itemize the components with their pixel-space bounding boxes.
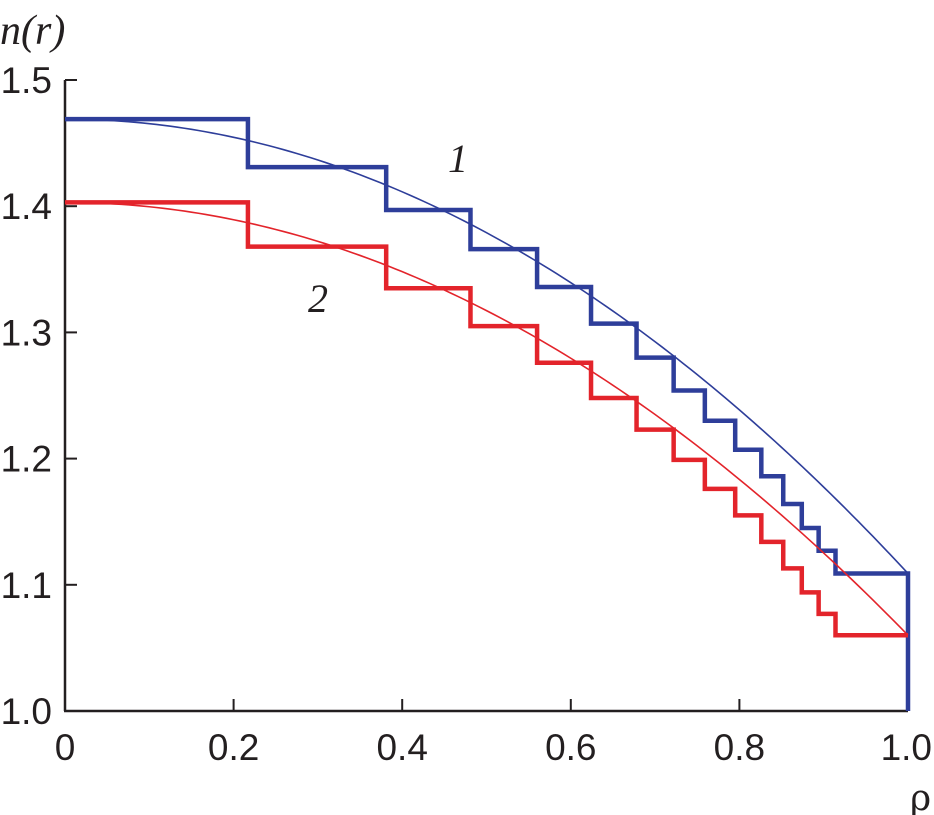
y-ticks: 1.0 1.1 1.2 1.3 1.4 1.5: [1, 60, 77, 732]
x-tick-label: 0.2: [208, 727, 259, 768]
step-profile-1: [65, 116, 911, 711]
x-ticks: 0 0.2 0.4 0.6 0.8 1.0: [55, 699, 932, 768]
x-tick-label: 0.8: [714, 727, 765, 768]
curve-label-1: 1: [448, 136, 468, 181]
y-axis-title: n(r): [0, 8, 65, 54]
y-tick-label: 1.5: [1, 60, 52, 101]
y-tick-label: 1.2: [1, 439, 52, 480]
x-tick-label: 0.6: [545, 727, 596, 768]
x-tick-label: 0: [55, 727, 76, 768]
y-tick-label: 1.3: [1, 312, 52, 353]
y-tick-label: 1.0: [1, 691, 52, 732]
curve-label-2: 2: [308, 276, 328, 321]
step-profile-2: [65, 200, 908, 638]
x-tick-label: 1.0: [881, 727, 932, 768]
y-tick-label: 1.1: [1, 565, 52, 606]
smooth-curve-2: [64, 201, 909, 636]
y-tick-label: 1.4: [1, 186, 52, 227]
x-axis-title: ρ: [910, 778, 931, 815]
x-tick-label: 0.4: [376, 727, 427, 768]
smooth-curve-1: [64, 118, 909, 574]
series-layer: [64, 116, 911, 711]
